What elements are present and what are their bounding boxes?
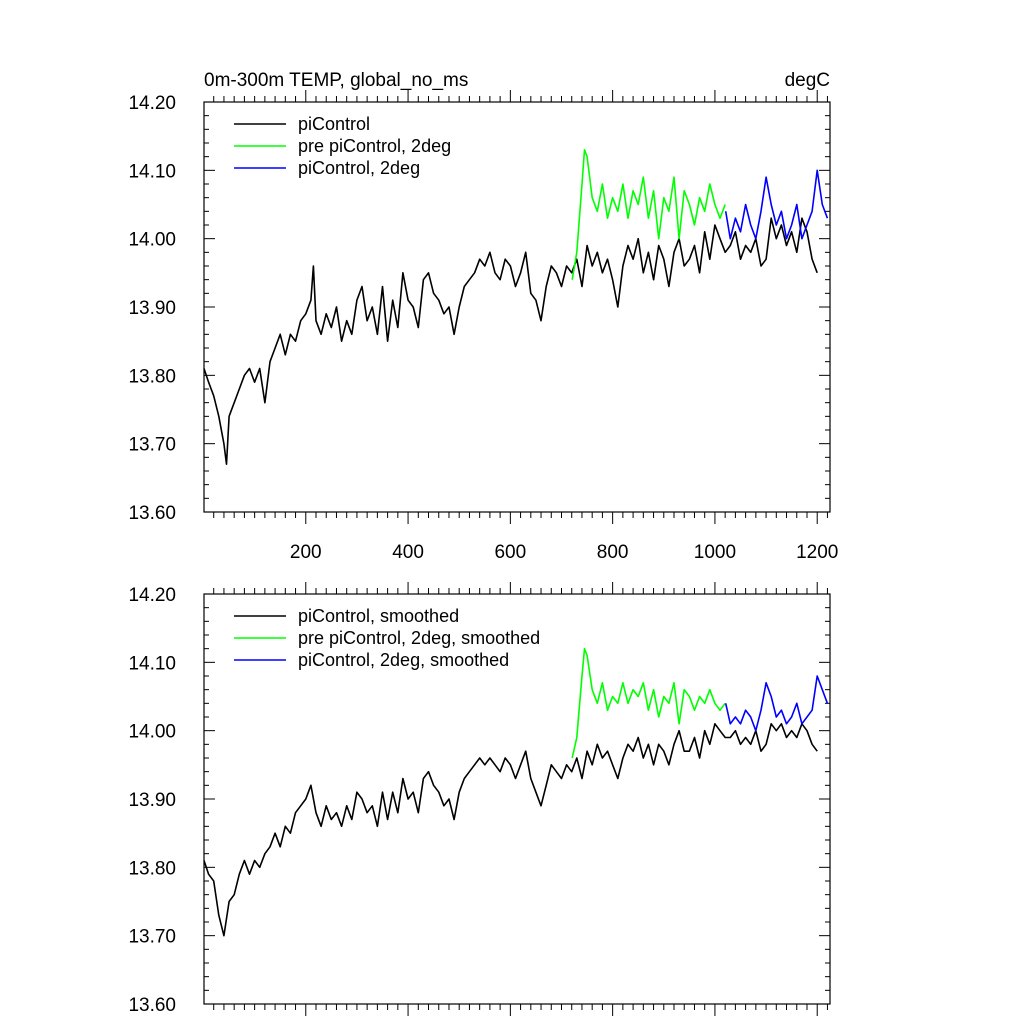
top-series-line-0 [203,217,818,466]
top-series-line-1 [571,149,726,280]
top-series-line-2 [724,169,829,240]
top-legend-label-1: pre piControl, 2deg [298,136,451,156]
bottom-legend-label-2: piControl, 2deg, smoothed [298,650,509,670]
top-ytick-label: 14.20 [128,93,176,114]
top-xtick-label: 400 [392,542,424,563]
top-legend-label-2: piControl, 2deg [298,158,420,178]
bottom-ytick-label: 13.90 [128,790,176,811]
bottom-legend-label-1: pre piControl, 2deg, smoothed [298,628,540,648]
top-xtick-label: 200 [290,542,322,563]
bottom-ytick-label: 13.60 [128,995,176,1016]
top-xtick-label: 1000 [694,542,736,563]
bottom-lines [203,647,829,937]
top-ytick-label: 13.70 [128,435,176,456]
top-ytick-label: 14.10 [128,161,176,182]
bottom-series-line-2 [724,675,829,732]
top-legend-label-0: piControl [298,114,370,134]
top-xtick-label: 600 [494,542,526,563]
top-ticks: 13.60 13.70 13.80 13.90 14.00 14.10 14.20 200 40… [128,90,838,563]
bottom-series-line-0 [203,722,818,937]
bottom-ytick-label: 14.20 [128,585,176,606]
top-lines [203,149,829,466]
top-ytick-label: 13.60 [128,503,176,524]
bottom-legend-label-0: piControl, smoothed [298,606,459,626]
top-xtick-label: 1200 [796,542,838,563]
top-ytick-label: 13.80 [128,366,176,387]
bottom-ytick-label: 13.70 [128,927,176,948]
top-chart-title: 0m-300m TEMP, global_no_ms [204,70,468,91]
bottom-panel: 13.60 13.70 13.80 13.90 14.00 14.10 14.20 piCo… [128,582,831,1016]
bottom-ytick-label: 13.80 [128,858,176,879]
bottom-ytick-label: 14.00 [128,722,176,743]
top-chart-units: degC [785,70,830,91]
bottom-ticks: 13.60 13.70 13.80 13.90 14.00 14.10 14.20 [128,582,830,1016]
top-panel: 0m-300m TEMP, global_no_ms degC 13.6013.… [128,70,838,563]
bottom-series-line-1 [571,647,726,759]
top-ytick-label: 14.00 [128,230,176,251]
top-xtick-label: 800 [597,542,629,563]
bottom-ytick-label: 14.10 [128,653,176,674]
top-ytick-label: 13.90 [128,298,176,319]
